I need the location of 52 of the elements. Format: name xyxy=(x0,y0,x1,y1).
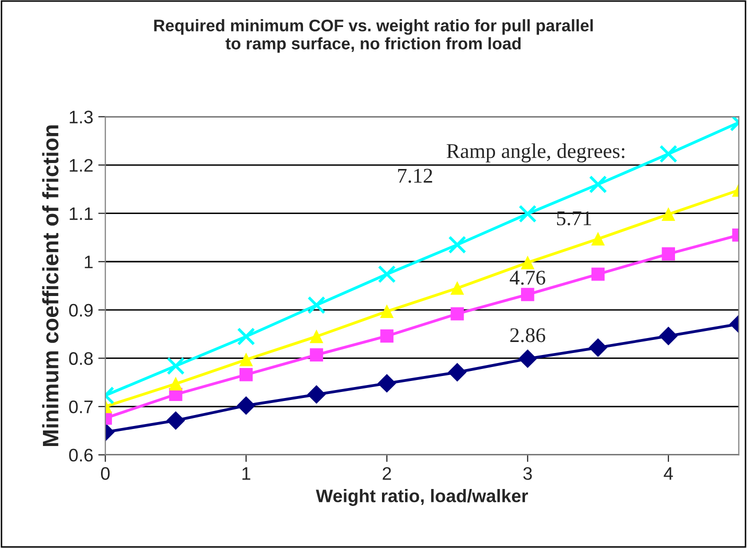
point xyxy=(521,288,534,302)
y-tick-label: 0.9 xyxy=(69,304,93,317)
point xyxy=(236,396,256,415)
point xyxy=(310,330,324,344)
chart-title: Required minimum COF vs. weight ratio for pull parallel to ramp surface, no friction from load xyxy=(154,19,593,53)
point xyxy=(591,232,605,246)
x-tick-label: 1 xyxy=(242,467,250,480)
point xyxy=(166,356,185,375)
y-tick-label: 0.7 xyxy=(69,400,93,414)
point xyxy=(450,307,464,320)
point xyxy=(169,377,182,390)
point xyxy=(448,236,466,254)
point xyxy=(378,265,396,284)
annotation: Ramp angle, degrees: xyxy=(446,143,624,162)
point xyxy=(662,247,675,261)
point xyxy=(518,204,537,223)
point xyxy=(380,329,394,343)
point xyxy=(659,326,678,346)
y-tick-label: 1 xyxy=(84,256,93,268)
series-label: 4.76 xyxy=(510,270,546,285)
y-axis-title: Minimum coefficient of friction xyxy=(42,125,58,446)
point xyxy=(237,327,256,346)
x-tick-label: 3 xyxy=(523,467,532,480)
point xyxy=(166,411,185,430)
point xyxy=(588,175,608,194)
y-tick-label: 0.6 xyxy=(69,448,93,462)
point xyxy=(380,304,394,318)
x-tick-label: 2 xyxy=(382,467,391,480)
y-tick-label: 1.1 xyxy=(70,207,93,220)
y-tick-label: 1.2 xyxy=(70,158,93,172)
point xyxy=(591,268,605,281)
point xyxy=(450,282,464,295)
text: 7.12 xyxy=(398,168,432,183)
x-tick-label: 0 xyxy=(101,467,110,480)
point xyxy=(521,256,534,270)
point xyxy=(239,368,253,382)
point xyxy=(662,208,675,221)
point xyxy=(239,353,253,366)
y-tick-label: 0.8 xyxy=(69,352,93,365)
x-tick-label: 4 xyxy=(664,467,673,480)
series-label: 5.71 xyxy=(557,211,592,226)
series-label: 2.86 xyxy=(510,328,546,342)
point xyxy=(518,350,537,368)
x-axis-title: Weight ratio, load/walker xyxy=(316,489,528,506)
point xyxy=(378,374,396,393)
point xyxy=(307,385,326,404)
point xyxy=(448,363,466,382)
point xyxy=(307,296,326,314)
point xyxy=(659,144,678,163)
point xyxy=(310,348,324,362)
y-tick-label: 1.3 xyxy=(70,110,93,124)
point xyxy=(588,338,608,357)
